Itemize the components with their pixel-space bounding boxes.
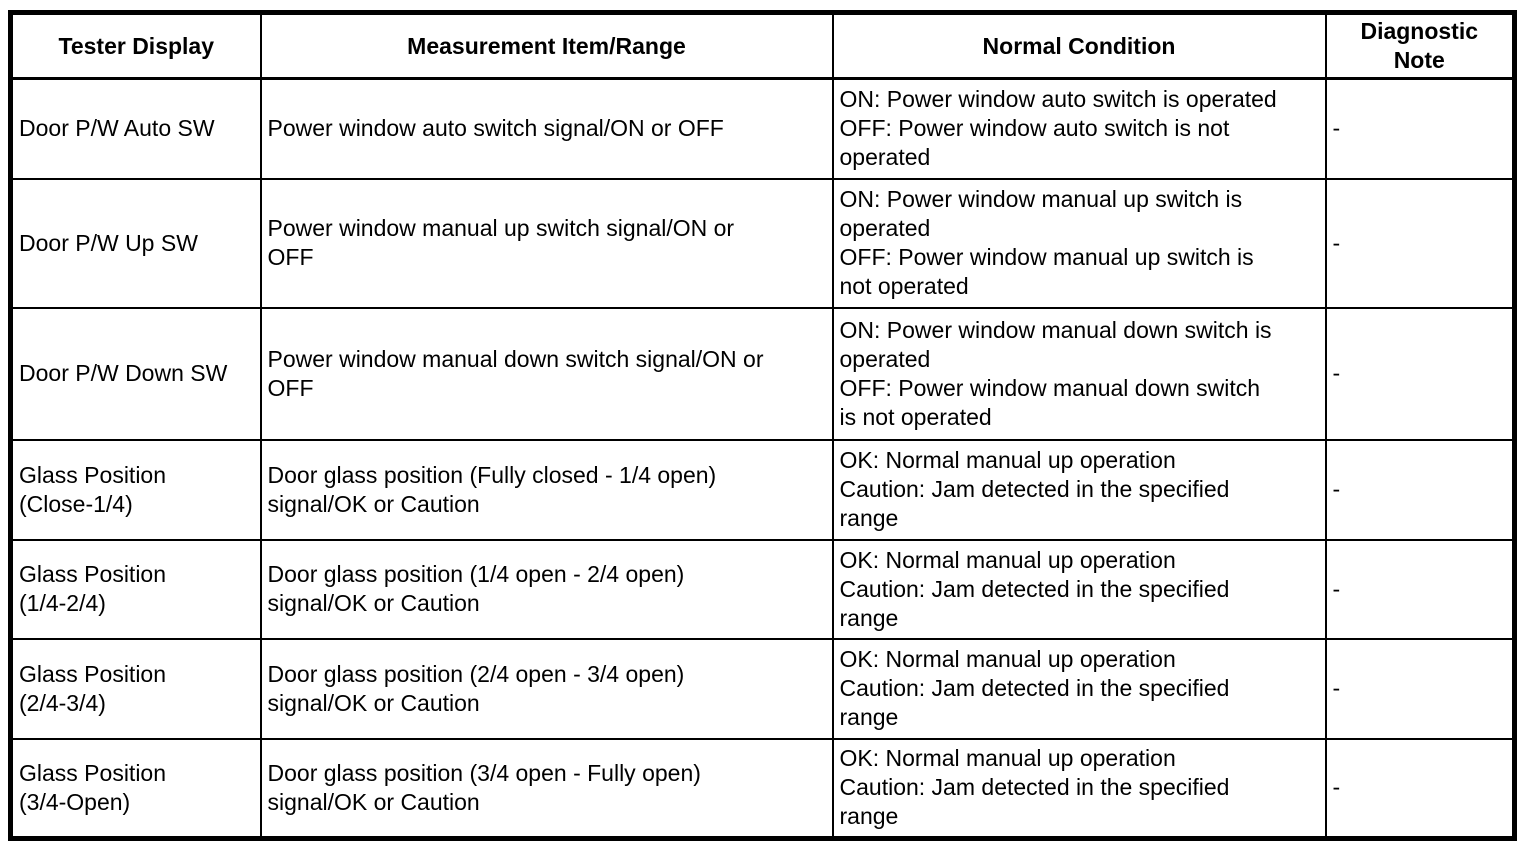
- cell-diagnostic-note: -: [1324, 637, 1516, 740]
- cell-normal-condition: ON: Power window auto switch is operated…: [831, 77, 1327, 180]
- cell-diagnostic-note: -: [1324, 77, 1516, 180]
- data-list-table: Tester Display Measurement Item/Range No…: [8, 10, 1517, 841]
- col-header-diagnostic-note: Diagnostic Note: [1324, 11, 1516, 80]
- cell-normal-condition: OK: Normal manual up operation Caution: …: [831, 538, 1327, 640]
- table-row: Door P/W Up SW Power window manual up sw…: [9, 177, 1516, 309]
- table-row: Door P/W Down SW Power window manual dow…: [9, 306, 1516, 441]
- cell-measurement-item-range: Door glass position (Fully closed - 1/4 …: [259, 438, 834, 541]
- cell-diagnostic-note: -: [1324, 177, 1516, 309]
- cell-tester-display: Glass Position (3/4-Open): [9, 737, 262, 840]
- cell-measurement-item-range: Power window manual down switch signal/O…: [259, 306, 834, 441]
- cell-normal-condition: OK: Normal manual up operation Caution: …: [831, 438, 1327, 541]
- table-row: Door P/W Auto SW Power window auto switc…: [9, 77, 1516, 180]
- header-row: Tester Display Measurement Item/Range No…: [9, 11, 1516, 80]
- cell-measurement-item-range: Door glass position (2/4 open - 3/4 open…: [259, 637, 834, 740]
- cell-normal-condition: ON: Power window manual down switch is o…: [831, 306, 1327, 441]
- cell-measurement-item-range: Door glass position (3/4 open - Fully op…: [259, 737, 834, 840]
- cell-tester-display: Glass Position (Close-1/4): [9, 438, 262, 541]
- cell-diagnostic-note: -: [1324, 538, 1516, 640]
- cell-tester-display: Door P/W Up SW: [9, 177, 262, 309]
- cell-tester-display: Glass Position (2/4-3/4): [9, 637, 262, 740]
- col-header-measurement-item-range: Measurement Item/Range: [259, 11, 834, 80]
- cell-tester-display: Glass Position (1/4-2/4): [9, 538, 262, 640]
- cell-normal-condition: OK: Normal manual up operation Caution: …: [831, 637, 1327, 740]
- col-header-normal-condition: Normal Condition: [831, 11, 1327, 80]
- cell-normal-condition: ON: Power window manual up switch is ope…: [831, 177, 1327, 309]
- table-row: Glass Position (3/4-Open) Door glass pos…: [9, 737, 1516, 840]
- cell-diagnostic-note: -: [1324, 737, 1516, 840]
- table-row: Glass Position (1/4-2/4) Door glass posi…: [9, 538, 1516, 640]
- cell-measurement-item-range: Power window manual up switch signal/ON …: [259, 177, 834, 309]
- cell-diagnostic-note: -: [1324, 438, 1516, 541]
- cell-measurement-item-range: Door glass position (1/4 open - 2/4 open…: [259, 538, 834, 640]
- col-header-tester-display: Tester Display: [9, 11, 262, 80]
- table-row: Glass Position (2/4-3/4) Door glass posi…: [9, 637, 1516, 740]
- cell-tester-display: Door P/W Down SW: [9, 306, 262, 441]
- cell-diagnostic-note: -: [1324, 306, 1516, 441]
- cell-tester-display: Door P/W Auto SW: [9, 77, 262, 180]
- cell-normal-condition: OK: Normal manual up operation Caution: …: [831, 737, 1327, 840]
- table-row: Glass Position (Close-1/4) Door glass po…: [9, 438, 1516, 541]
- cell-measurement-item-range: Power window auto switch signal/ON or OF…: [259, 77, 834, 180]
